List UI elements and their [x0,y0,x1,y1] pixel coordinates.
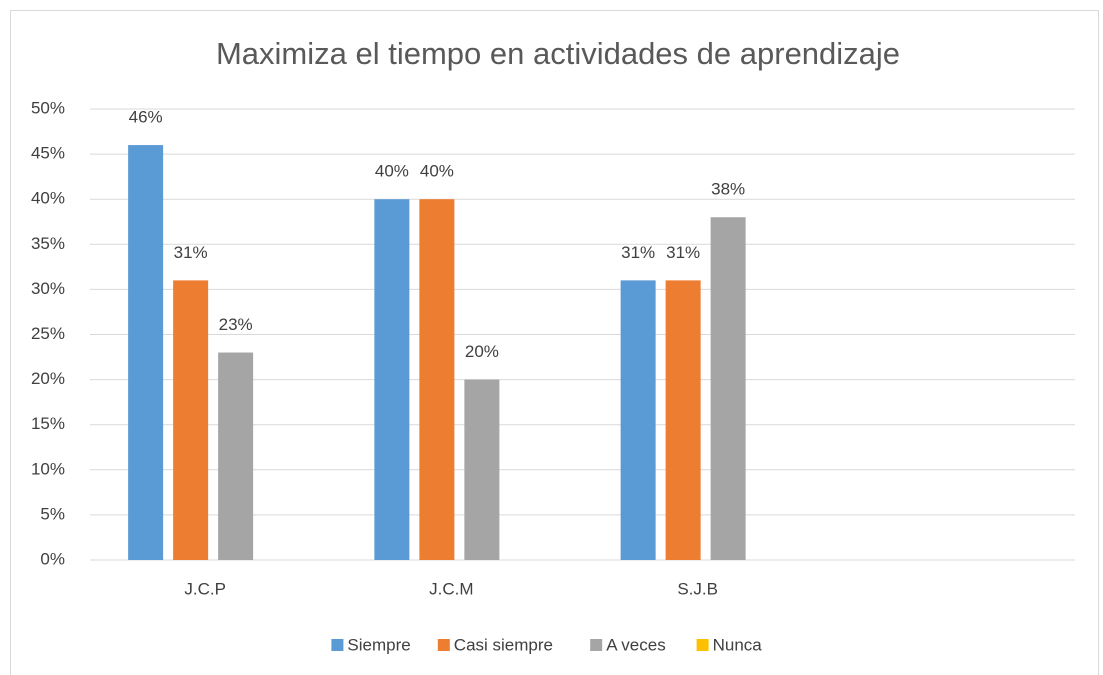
y-tick-label: 0% [40,549,65,568]
data-label: 23% [219,315,253,334]
legend-swatch [590,639,603,651]
y-tick-label: 25% [31,324,65,343]
bar [620,280,656,560]
y-tick-label: 20% [31,369,65,388]
x-tick-label: J.C.M [429,579,473,598]
data-label: 31% [174,243,208,262]
bar [665,280,701,560]
legend-label: Siempre [347,635,410,654]
data-label: 40% [420,162,454,181]
legend-swatch [331,639,344,651]
data-label: 38% [711,180,745,199]
bar [419,199,455,560]
bar [173,280,209,560]
y-tick-label: 5% [40,504,65,523]
y-tick-label: 50% [31,98,65,117]
data-label: 31% [666,243,700,262]
bar [218,352,254,560]
y-tick-label: 40% [31,189,65,208]
chart-title: Maximiza el tiempo en actividades de apr… [216,36,900,71]
bar [464,379,500,560]
data-label: 40% [375,162,409,181]
y-tick-label: 45% [31,144,65,163]
y-tick-label: 35% [31,234,65,253]
bar [374,199,410,560]
legend-swatch [696,639,709,651]
x-tick-label: S.J.B [677,579,718,598]
y-tick-label: 30% [31,279,65,298]
data-label: 31% [621,243,655,262]
legend-swatch [437,639,450,651]
y-tick-label: 15% [31,414,65,433]
x-tick-label: J.C.P [184,579,226,598]
legend-label: A veces [606,635,666,654]
y-tick-label: 10% [31,459,65,478]
bar [710,217,746,561]
legend-label: Nunca [713,635,763,654]
data-label: 20% [465,342,499,361]
legend-label: Casi siempre [454,635,553,654]
data-label: 46% [129,108,163,127]
bar [128,145,164,560]
